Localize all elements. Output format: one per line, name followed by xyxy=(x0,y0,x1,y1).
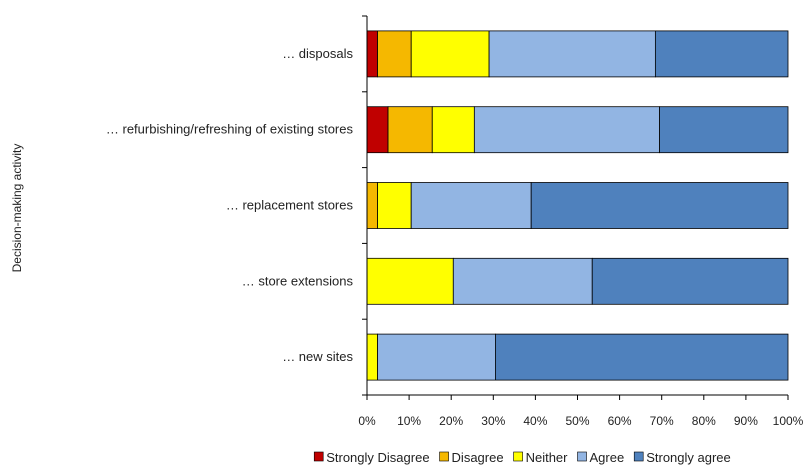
bar-segment xyxy=(488,30,656,78)
bar-segment xyxy=(377,182,412,229)
bars-group xyxy=(366,30,789,381)
category-label: … new sites xyxy=(282,349,353,364)
bar-segment xyxy=(530,182,789,229)
bar-segment xyxy=(410,30,490,78)
x-tick-label: 30% xyxy=(481,414,505,428)
legend-label: Strongly Disagree xyxy=(326,450,429,465)
legend-swatch xyxy=(577,451,587,462)
axes xyxy=(362,15,789,400)
bar-segment xyxy=(431,106,475,154)
x-tick-label: 80% xyxy=(692,414,716,428)
legend-swatch xyxy=(513,451,523,462)
bar-segment xyxy=(387,106,433,154)
category-label: … replacement stores xyxy=(226,198,354,213)
x-tick-label: 100% xyxy=(773,414,804,428)
x-tick-label: 20% xyxy=(439,414,463,428)
legend-swatch xyxy=(313,451,324,462)
bar-segment xyxy=(377,333,496,381)
x-tick-label: 40% xyxy=(523,414,547,428)
bar-segment xyxy=(366,182,378,229)
category-label: … refurbishing/refreshing of existing st… xyxy=(106,122,354,137)
x-tick-labels: 0% 10% 20% 30% 40% 50% 60% 70% 80% 90% 100% xyxy=(358,414,803,428)
bar-segment xyxy=(495,333,789,381)
x-tick-label: 10% xyxy=(397,414,421,428)
category-label: … store extensions xyxy=(242,273,354,288)
legend-label: Disagree xyxy=(452,450,504,465)
y-axis-title: Decision-making activity xyxy=(10,144,24,273)
legend-label: Agree xyxy=(590,450,625,465)
bar-segment xyxy=(366,30,378,78)
bar-segment xyxy=(591,257,789,305)
x-tick-label: 70% xyxy=(650,414,674,428)
bar-segment xyxy=(473,106,660,154)
bar-segment xyxy=(366,257,454,305)
legend: Strongly Disagree Disagree Neither Agree Str… xyxy=(313,450,731,465)
legend-swatch xyxy=(439,451,449,462)
legend-swatch xyxy=(633,451,644,462)
legend-label: Neither xyxy=(526,450,569,465)
bar-segment xyxy=(452,257,593,305)
bar-segment xyxy=(659,106,789,154)
x-tick-label: 50% xyxy=(565,414,589,428)
x-tick-label: 0% xyxy=(358,414,376,428)
bar-segment xyxy=(410,182,532,229)
bar-segment xyxy=(366,106,389,154)
category-label: … disposals xyxy=(282,46,353,61)
bar-segment xyxy=(654,30,789,78)
legend-label: Strongly agree xyxy=(646,450,731,465)
category-labels: … disposals … refurbishing/refreshing of … xyxy=(106,46,354,364)
bar-segment xyxy=(377,30,412,78)
x-tick-label: 90% xyxy=(734,414,758,428)
x-tick-label: 60% xyxy=(608,414,632,428)
bar-segment xyxy=(366,333,378,381)
